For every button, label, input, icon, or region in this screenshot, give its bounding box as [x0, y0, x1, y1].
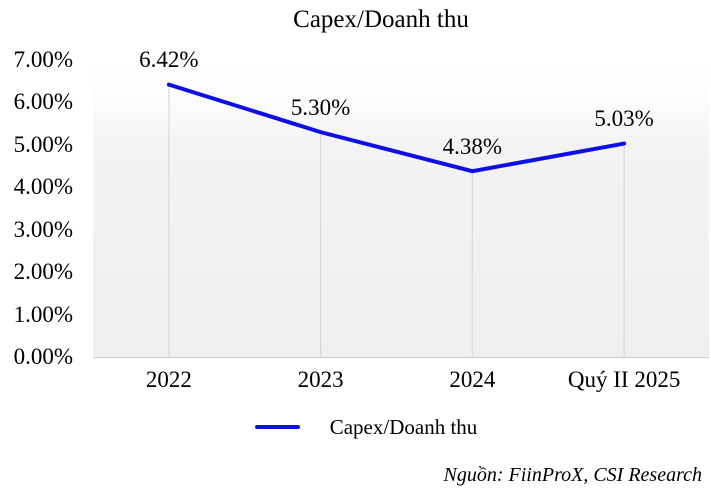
- chart-legend: Capex/Doanh thu: [21, 413, 711, 441]
- x-axis-category-label: 2022: [145, 367, 192, 392]
- data-point-label: 5.03%: [594, 106, 654, 132]
- y-axis-tick-label: 5.00%: [13, 131, 73, 157]
- series-line: [166, 82, 627, 174]
- y-axis-tick-label: 4.00%: [13, 174, 73, 200]
- x-axis-category-label: Quý II 2025: [567, 367, 681, 392]
- y-axis-tick-label: 0.00%: [13, 344, 73, 369]
- x-axis-category-label: 2023: [297, 367, 344, 392]
- plot-area: [93, 60, 709, 358]
- y-axis-tick-label: 2.00%: [13, 259, 73, 285]
- line-chart-canvas: [166, 82, 627, 357]
- y-axis-tick-label: 6.00%: [13, 89, 73, 115]
- y-axis-tick-label: 7.00%: [13, 47, 73, 72]
- data-point-label: 4.38%: [442, 133, 503, 159]
- y-axis-tick-label: 3.00%: [13, 216, 73, 242]
- legend-line-swatch: [254, 425, 300, 429]
- data-point-label: 6.42%: [139, 47, 199, 73]
- chart-title: Capex/Doanh thu: [293, 6, 469, 33]
- x-axis-category-label: 2024: [449, 367, 496, 392]
- legend-series-label: Capex/Doanh thu: [329, 415, 478, 439]
- data-point-label: 5.30%: [290, 94, 351, 120]
- y-axis-tick-label: 1.00%: [13, 301, 73, 327]
- source-attribution: Nguồn: FiinProX, CSI Research: [443, 464, 702, 486]
